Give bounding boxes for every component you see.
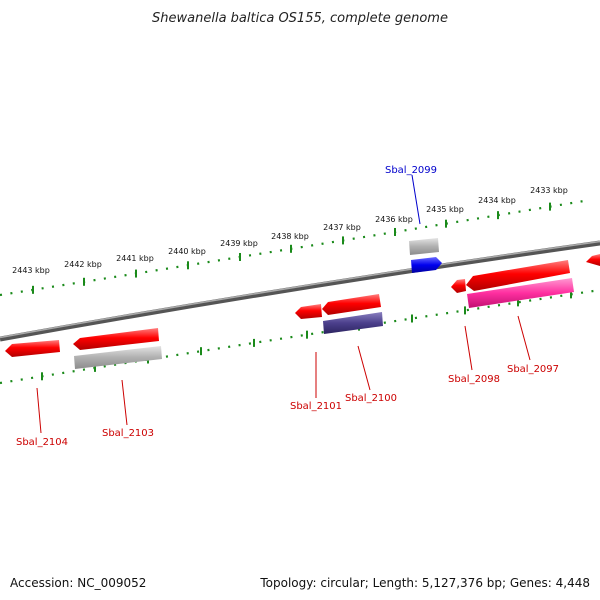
ruler-label: 2439 kbp [220, 239, 258, 248]
genome-stats-text: Topology: circular; Length: 5,127,376 bp… [260, 576, 590, 590]
feature-sbal-2097-arrow[interactable] [466, 260, 570, 291]
ruler-label: 2440 kbp [168, 247, 206, 256]
gene-label-sbal-2098[interactable]: Sbal_2098 [448, 374, 500, 385]
feature-gray-below-2103[interactable] [74, 346, 162, 369]
ruler-label: 2433 kbp [530, 186, 568, 195]
feature-cds-far-right[interactable] [586, 254, 600, 266]
genome-backbone [0, 240, 600, 342]
label-leader-line [36, 387, 42, 434]
ruler-label: 2437 kbp [323, 223, 361, 232]
feature-purple-below-2100[interactable] [323, 312, 383, 334]
label-leader-line [121, 379, 128, 426]
label-leader-line [357, 345, 371, 391]
major-ticks [32, 202, 572, 381]
ruler-label: 2443 kbp [12, 266, 50, 275]
gene-label-sbal-2101[interactable]: Sbal_2101 [290, 401, 342, 412]
accession-text: Accession: NC_009052 [10, 576, 147, 590]
gene-label-sbal-2099[interactable]: Sbal_2099 [385, 165, 437, 176]
gene-label-sbal-2097[interactable]: Sbal_2097 [507, 364, 559, 375]
ruler-label: 2438 kbp [271, 232, 309, 241]
ruler-label: 2434 kbp [478, 196, 516, 205]
map-title: Shewanella baltica OS155, complete genom… [152, 11, 448, 26]
feature-pink-below-2097[interactable] [467, 278, 574, 308]
lower-ruler [0, 288, 600, 385]
ruler-label: 2436 kbp [375, 215, 413, 224]
label-leader-line [517, 315, 531, 361]
feature-sbal-2100-arrow[interactable] [322, 294, 381, 315]
feature-gray-above-2099[interactable] [409, 238, 439, 255]
label-leader-line [464, 325, 473, 371]
genome-backbone-highlight [0, 240, 600, 339]
feature-sbal-2101-arrow[interactable] [295, 304, 322, 319]
ruler-label: 2442 kbp [64, 260, 102, 269]
ruler-label: 2441 kbp [116, 254, 154, 263]
label-leader-line [411, 174, 421, 225]
gene-label-sbal-2103[interactable]: Sbal_2103 [102, 428, 154, 439]
feature-sbal-2099-arrow[interactable] [411, 257, 442, 273]
ruler-label: 2435 kbp [426, 205, 464, 214]
gene-label-sbal-2100[interactable]: Sbal_2100 [345, 393, 397, 404]
feature-sbal-2104-arrow[interactable] [5, 340, 60, 357]
feature-sbal-2098-arrow[interactable] [451, 279, 466, 293]
gene-label-sbal-2104[interactable]: Sbal_2104 [16, 437, 68, 448]
feature-sbal-2103-arrow[interactable] [73, 328, 159, 350]
